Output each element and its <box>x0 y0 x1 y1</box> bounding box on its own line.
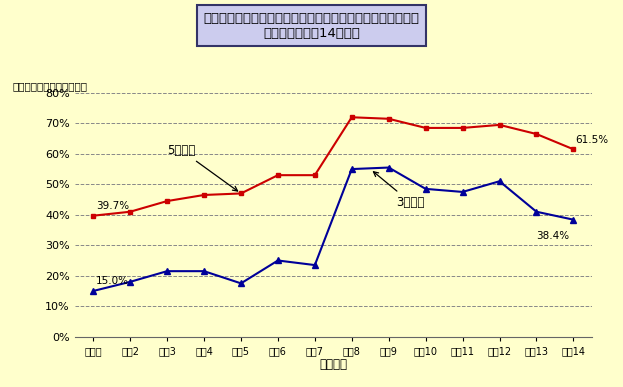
Text: （全合格者に対する比率）: （全合格者に対する比率） <box>12 81 87 91</box>
X-axis label: （年度）: （年度） <box>320 358 347 372</box>
Text: 39.7%: 39.7% <box>96 201 130 211</box>
Text: 5年以内: 5年以内 <box>167 144 237 191</box>
Text: 61.5%: 61.5% <box>575 135 608 145</box>
Text: 38.4%: 38.4% <box>536 231 569 241</box>
Text: 受験期間３年以内の合格者の比率と５年以内の合格者の比率
（平成元年度〜14年度）: 受験期間３年以内の合格者の比率と５年以内の合格者の比率 （平成元年度〜14年度） <box>204 12 419 39</box>
Text: 3年以内: 3年以内 <box>373 172 424 209</box>
Text: 15.0%: 15.0% <box>96 276 129 286</box>
